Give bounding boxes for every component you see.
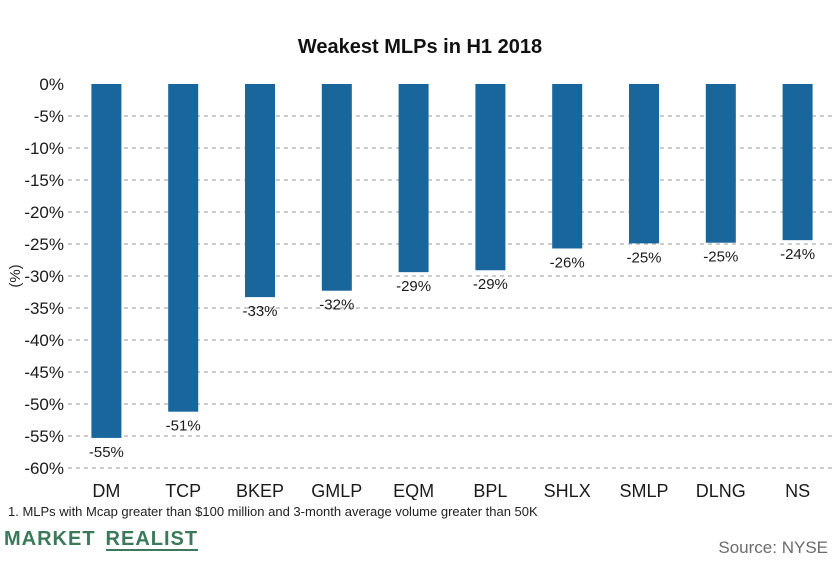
x-tick-label: EQM [393,481,434,500]
y-tick-label: -45% [24,363,64,382]
x-tick-label: DM [92,481,120,500]
bar-dlng [705,84,736,243]
bar-dm [91,84,122,438]
y-tick-labels: 0% -5% -10% -15% -20% -25% -30% -35% -40% -45% -50… [24,75,64,478]
data-label: -32% [319,297,354,314]
y-tick-label: -15% [24,171,64,190]
footnote: 1. MLPs with Mcap greater than $100 mill… [8,504,538,519]
x-tick-label: NS [785,481,810,500]
bar-smlp [629,84,659,244]
x-tick-labels: DM TCP BKEP GMLP EQM BPL SHLX SMLP DLNG NS [92,481,810,500]
x-tick-label: BKEP [236,481,284,500]
y-tick-label: -30% [24,267,64,286]
y-tick-label: -25% [24,235,64,254]
y-tick-label: -50% [24,395,64,414]
bar-tcp [168,84,199,412]
source-note: Source: NYSE [718,538,828,557]
y-tick-label: 0% [39,75,64,94]
bar-eqm [398,84,429,273]
data-label: -26% [550,254,585,271]
y-tick-label: -40% [24,331,64,350]
data-label: -55% [89,444,124,461]
bar-bpl [475,84,506,271]
bar-gmlp [321,84,352,291]
bar-bkep [245,84,275,298]
market-realist-logo: MARKET REALIST [4,528,199,551]
y-axis-label: (%) [7,264,24,287]
data-labels: -55% -51% -33% -32% -29% -29% -26% -25% -25% -24% [89,246,815,461]
data-label: -29% [396,278,431,295]
y-tick-label: -35% [24,299,64,318]
data-label: -25% [703,249,738,266]
x-tick-label: BPL [473,481,507,500]
x-tick-label: SMLP [619,481,668,500]
data-label: -51% [166,418,201,435]
bar-chart: Weakest MLPs in H1 2018 (%) 0% -5% -10% -15… [7,36,836,500]
data-label: -25% [626,249,661,266]
x-tick-label: SHLX [544,481,591,500]
logo-word-realist: REALIST [105,528,199,551]
logo-word-market: MARKET [4,528,96,550]
bar-ns [782,84,813,241]
x-tick-label: DLNG [696,481,746,500]
y-tick-label: -55% [24,427,64,446]
y-tick-label: -5% [34,107,64,126]
chart-title: Weakest MLPs in H1 2018 [298,36,542,58]
data-label: -29% [473,276,508,293]
y-tick-label: -20% [24,203,64,222]
x-tick-label: GMLP [311,481,362,500]
data-label: -24% [780,246,815,263]
bar-shlx [552,84,583,249]
y-tick-label: -10% [24,139,64,158]
y-tick-label: -60% [24,459,64,478]
bars [91,84,813,438]
data-label: -33% [242,303,277,320]
x-tick-label: TCP [165,481,201,500]
